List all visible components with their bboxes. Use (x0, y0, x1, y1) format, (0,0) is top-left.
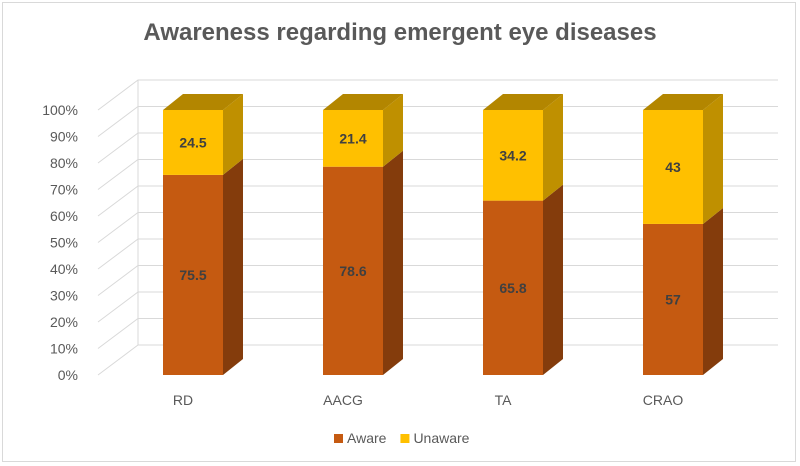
bar-side-face (703, 207, 723, 375)
legend-swatch (400, 434, 410, 443)
bar-segment: 21.4 (323, 94, 403, 167)
bar-front-face (643, 223, 703, 375)
bars: 75.5 24.5 78.6 21.4 65.8 34.2 57 43 (163, 94, 723, 375)
bar-segment: 34.2 (483, 94, 563, 201)
bar-top-face (643, 94, 723, 110)
bar-segment: 75.5 (163, 158, 243, 375)
legend-label: Aware (347, 430, 387, 446)
y-tick-label: 0% (58, 367, 78, 383)
y-tick-label: 30% (50, 288, 78, 304)
bar-front-face (163, 110, 223, 175)
bar-front-face (323, 166, 383, 375)
legend-item: Unaware (400, 430, 470, 446)
bar-segment: 24.5 (163, 94, 243, 175)
bar-top-face (163, 94, 243, 110)
y-tick-label: 10% (50, 341, 78, 357)
data-label: 34.2 (499, 147, 526, 163)
bar-segment: 65.8 (483, 184, 563, 375)
data-label: 21.4 (339, 130, 366, 146)
bar-segment: 78.6 (323, 150, 403, 375)
chart-title: Awareness regarding emergent eye disease… (143, 19, 656, 46)
x-tick-label: RD (173, 392, 193, 408)
bar-front-face (163, 174, 223, 375)
bar-side-face (223, 158, 243, 375)
bar-top-face (483, 94, 563, 110)
bar-side-face (543, 184, 563, 375)
bar-front-face (483, 110, 543, 201)
bar-side-face (383, 94, 403, 167)
x-tick-label: CRAO (643, 392, 684, 408)
legend-swatch (334, 434, 343, 443)
x-tick-label: AACG (323, 392, 363, 408)
bar-front-face (483, 200, 543, 375)
y-tick-label: 60% (50, 208, 78, 224)
data-label: 57 (665, 291, 681, 307)
y-tick-label: 50% (50, 235, 78, 251)
legend-item: Aware (334, 430, 387, 446)
x-axis: RD AACG TA CRAO (173, 392, 683, 408)
data-label: 75.5 (179, 267, 206, 283)
bar-side-face (543, 94, 563, 201)
y-tick-label: 20% (50, 314, 78, 330)
data-label: 43 (665, 159, 681, 175)
y-tick-label: 40% (50, 261, 78, 277)
bar-front-face (323, 110, 383, 167)
x-tick-label: TA (495, 392, 513, 408)
y-tick-label: 100% (42, 102, 78, 118)
y-tick-label: 70% (50, 182, 78, 198)
data-label: 65.8 (499, 280, 526, 296)
bar-segment: 57 (643, 207, 723, 375)
y-axis: 0% 10% 20% 30% 40% 50% 60% 70% 80% 90% 100% (42, 102, 78, 383)
bar-side-face (383, 150, 403, 375)
y-tick-label: 80% (50, 155, 78, 171)
legend-label: Unaware (413, 430, 469, 446)
y-tick-label: 90% (50, 129, 78, 145)
data-label: 24.5 (179, 134, 206, 150)
data-label: 78.6 (339, 263, 366, 279)
gridlines (97, 79, 778, 376)
bar-segment: 43 (643, 94, 723, 224)
bar-front-face (643, 110, 703, 224)
bar-side-face (703, 94, 723, 224)
legend: Aware Unaware (334, 430, 470, 446)
bar-side-face (223, 94, 243, 175)
bar-top-face (323, 94, 403, 110)
